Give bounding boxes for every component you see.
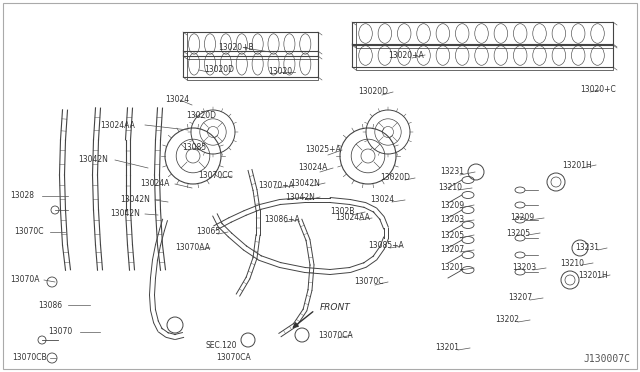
Text: 13070CA: 13070CA xyxy=(318,330,353,340)
Text: FRONT: FRONT xyxy=(320,304,351,312)
Text: 13024: 13024 xyxy=(165,96,189,105)
Text: 13201H: 13201H xyxy=(578,270,608,279)
Text: 13028: 13028 xyxy=(10,192,34,201)
Text: 13205: 13205 xyxy=(506,228,530,237)
Text: 13070AA: 13070AA xyxy=(175,244,210,253)
Text: 13024A: 13024A xyxy=(140,180,170,189)
Text: 13209: 13209 xyxy=(440,201,464,209)
Text: 13085: 13085 xyxy=(182,144,206,153)
Text: 13020+B: 13020+B xyxy=(218,44,253,52)
Text: 13024AA: 13024AA xyxy=(335,214,370,222)
Text: 13024A: 13024A xyxy=(298,164,328,173)
Bar xyxy=(356,22,613,48)
Text: J130007C: J130007C xyxy=(583,354,630,364)
Text: 13085+A: 13085+A xyxy=(368,241,404,250)
Text: 13210: 13210 xyxy=(438,183,462,192)
Text: 13070C: 13070C xyxy=(354,278,383,286)
Text: 13202: 13202 xyxy=(495,315,519,324)
Bar xyxy=(187,32,318,59)
Text: 13209: 13209 xyxy=(510,214,534,222)
Text: 13020: 13020 xyxy=(268,67,292,77)
Text: 13070+A: 13070+A xyxy=(258,182,294,190)
Text: 13231: 13231 xyxy=(440,167,464,176)
Text: 13020+C: 13020+C xyxy=(580,86,616,94)
Text: 13042N: 13042N xyxy=(120,196,150,205)
Text: 13020D: 13020D xyxy=(204,65,234,74)
Text: 13207: 13207 xyxy=(440,246,464,254)
Bar xyxy=(356,44,613,70)
Text: 13070A: 13070A xyxy=(10,276,40,285)
Text: 13207: 13207 xyxy=(508,294,532,302)
Text: 13042N: 13042N xyxy=(285,192,315,202)
Text: 13042N: 13042N xyxy=(290,179,320,187)
Text: 13086: 13086 xyxy=(38,301,62,310)
Text: 13070CC: 13070CC xyxy=(198,171,233,180)
Text: 1302B: 1302B xyxy=(330,208,355,217)
Bar xyxy=(352,44,613,67)
Text: 13201: 13201 xyxy=(435,343,459,353)
Text: 13065: 13065 xyxy=(196,228,220,237)
Text: 13020+A: 13020+A xyxy=(388,51,424,60)
Text: 13042N: 13042N xyxy=(110,209,140,218)
Text: 13024: 13024 xyxy=(370,196,394,205)
Bar xyxy=(183,32,318,56)
Text: 13042N: 13042N xyxy=(78,155,108,164)
Text: 13020D: 13020D xyxy=(380,173,410,183)
Text: 13205: 13205 xyxy=(440,231,464,240)
Text: 13020D: 13020D xyxy=(186,112,216,121)
Bar xyxy=(352,22,613,45)
Text: 13025+A: 13025+A xyxy=(305,145,340,154)
Text: 13203: 13203 xyxy=(512,263,536,273)
Text: SEC.120: SEC.120 xyxy=(205,340,237,350)
Bar xyxy=(187,51,318,80)
Text: 13070C: 13070C xyxy=(14,228,44,237)
Bar xyxy=(183,51,318,77)
Text: 13086+A: 13086+A xyxy=(264,215,300,224)
Text: 13024AA: 13024AA xyxy=(100,121,135,129)
Text: 13203: 13203 xyxy=(440,215,464,224)
Text: 13231: 13231 xyxy=(575,244,599,253)
Text: 13210: 13210 xyxy=(560,259,584,267)
Text: 13070CA: 13070CA xyxy=(216,353,251,362)
Text: 13070: 13070 xyxy=(48,327,72,337)
Text: 13070CB: 13070CB xyxy=(12,353,47,362)
Text: 13201: 13201 xyxy=(440,263,464,273)
Text: 13201H: 13201H xyxy=(562,160,592,170)
Text: 13020D: 13020D xyxy=(358,87,388,96)
